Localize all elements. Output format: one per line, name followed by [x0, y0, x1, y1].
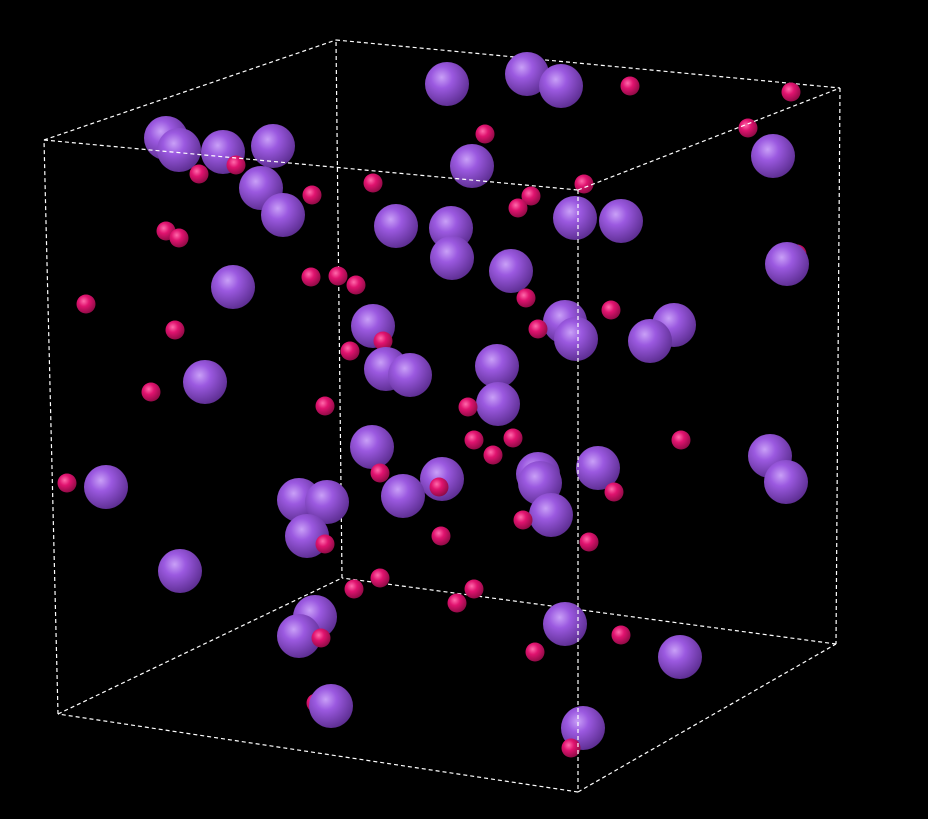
small-atom — [340, 341, 360, 361]
large-atom — [158, 549, 202, 593]
small-atom — [363, 173, 383, 193]
large-atom — [505, 52, 549, 96]
small-atom — [76, 294, 96, 314]
large-atom — [381, 474, 425, 518]
small-atom — [574, 174, 594, 194]
small-atom — [464, 430, 484, 450]
large-atom — [84, 465, 128, 509]
box-edge — [577, 87, 841, 191]
large-atom — [628, 319, 672, 363]
small-atom — [503, 428, 523, 448]
small-atom — [604, 482, 624, 502]
large-atom — [183, 360, 227, 404]
small-atom — [328, 266, 348, 286]
large-atom — [599, 199, 643, 243]
small-atom — [475, 124, 495, 144]
small-atom — [429, 477, 449, 497]
small-atom — [516, 288, 536, 308]
atoms-layer — [57, 52, 809, 758]
box-edge — [341, 577, 837, 645]
large-atom — [751, 134, 795, 178]
large-atom — [543, 602, 587, 646]
large-atom — [450, 144, 494, 188]
large-atom — [430, 236, 474, 280]
box-back-edges — [43, 39, 841, 715]
large-atom — [374, 204, 418, 248]
small-atom — [671, 430, 691, 450]
small-atom — [579, 532, 599, 552]
small-atom — [189, 164, 209, 184]
small-atom — [370, 463, 390, 483]
box-edge — [57, 577, 343, 715]
small-atom — [601, 300, 621, 320]
small-atom — [513, 510, 533, 530]
small-atom — [302, 185, 322, 205]
box-edge — [335, 39, 841, 89]
large-atom — [350, 425, 394, 469]
large-atom — [309, 684, 353, 728]
small-atom — [301, 267, 321, 287]
small-atom — [447, 593, 467, 613]
large-atom — [211, 265, 255, 309]
large-atom — [305, 480, 349, 524]
small-atom — [315, 396, 335, 416]
large-atom — [658, 635, 702, 679]
small-atom — [483, 445, 503, 465]
large-atom — [554, 317, 598, 361]
small-atom — [525, 642, 545, 662]
box-edge — [43, 139, 59, 715]
small-atom — [521, 186, 541, 206]
large-atom — [475, 344, 519, 388]
small-atom — [508, 198, 528, 218]
box-edge — [43, 139, 579, 191]
box-front-edges — [43, 87, 841, 793]
small-atom — [165, 320, 185, 340]
small-atom — [344, 579, 364, 599]
small-atom — [431, 526, 451, 546]
small-atom — [738, 118, 758, 138]
small-atom — [346, 275, 366, 295]
large-atom — [251, 124, 295, 168]
small-atom — [226, 155, 246, 175]
large-atom — [388, 353, 432, 397]
large-atom — [425, 62, 469, 106]
large-atom — [277, 614, 321, 658]
large-atom — [261, 193, 305, 237]
small-atom — [57, 473, 77, 493]
large-atom — [476, 382, 520, 426]
small-atom — [464, 579, 484, 599]
large-atom — [157, 128, 201, 172]
small-atom — [458, 397, 478, 417]
box-edge — [57, 713, 579, 793]
large-atom — [529, 493, 573, 537]
small-atom — [370, 568, 390, 588]
large-atom — [489, 249, 533, 293]
box-edge — [335, 39, 343, 579]
large-atom — [765, 242, 809, 286]
box-edge — [835, 87, 841, 645]
small-atom — [561, 738, 581, 758]
large-atom — [539, 64, 583, 108]
small-atom — [315, 534, 335, 554]
small-atom — [611, 625, 631, 645]
small-atom — [620, 76, 640, 96]
box-edge — [577, 643, 837, 793]
small-atom — [528, 319, 548, 339]
box-edge — [43, 39, 337, 141]
large-atom — [764, 460, 808, 504]
small-atom — [169, 228, 189, 248]
small-atom — [373, 331, 393, 351]
small-atom — [781, 82, 801, 102]
small-atom — [311, 628, 331, 648]
small-atom — [141, 382, 161, 402]
large-atom — [553, 196, 597, 240]
large-atom — [576, 446, 620, 490]
